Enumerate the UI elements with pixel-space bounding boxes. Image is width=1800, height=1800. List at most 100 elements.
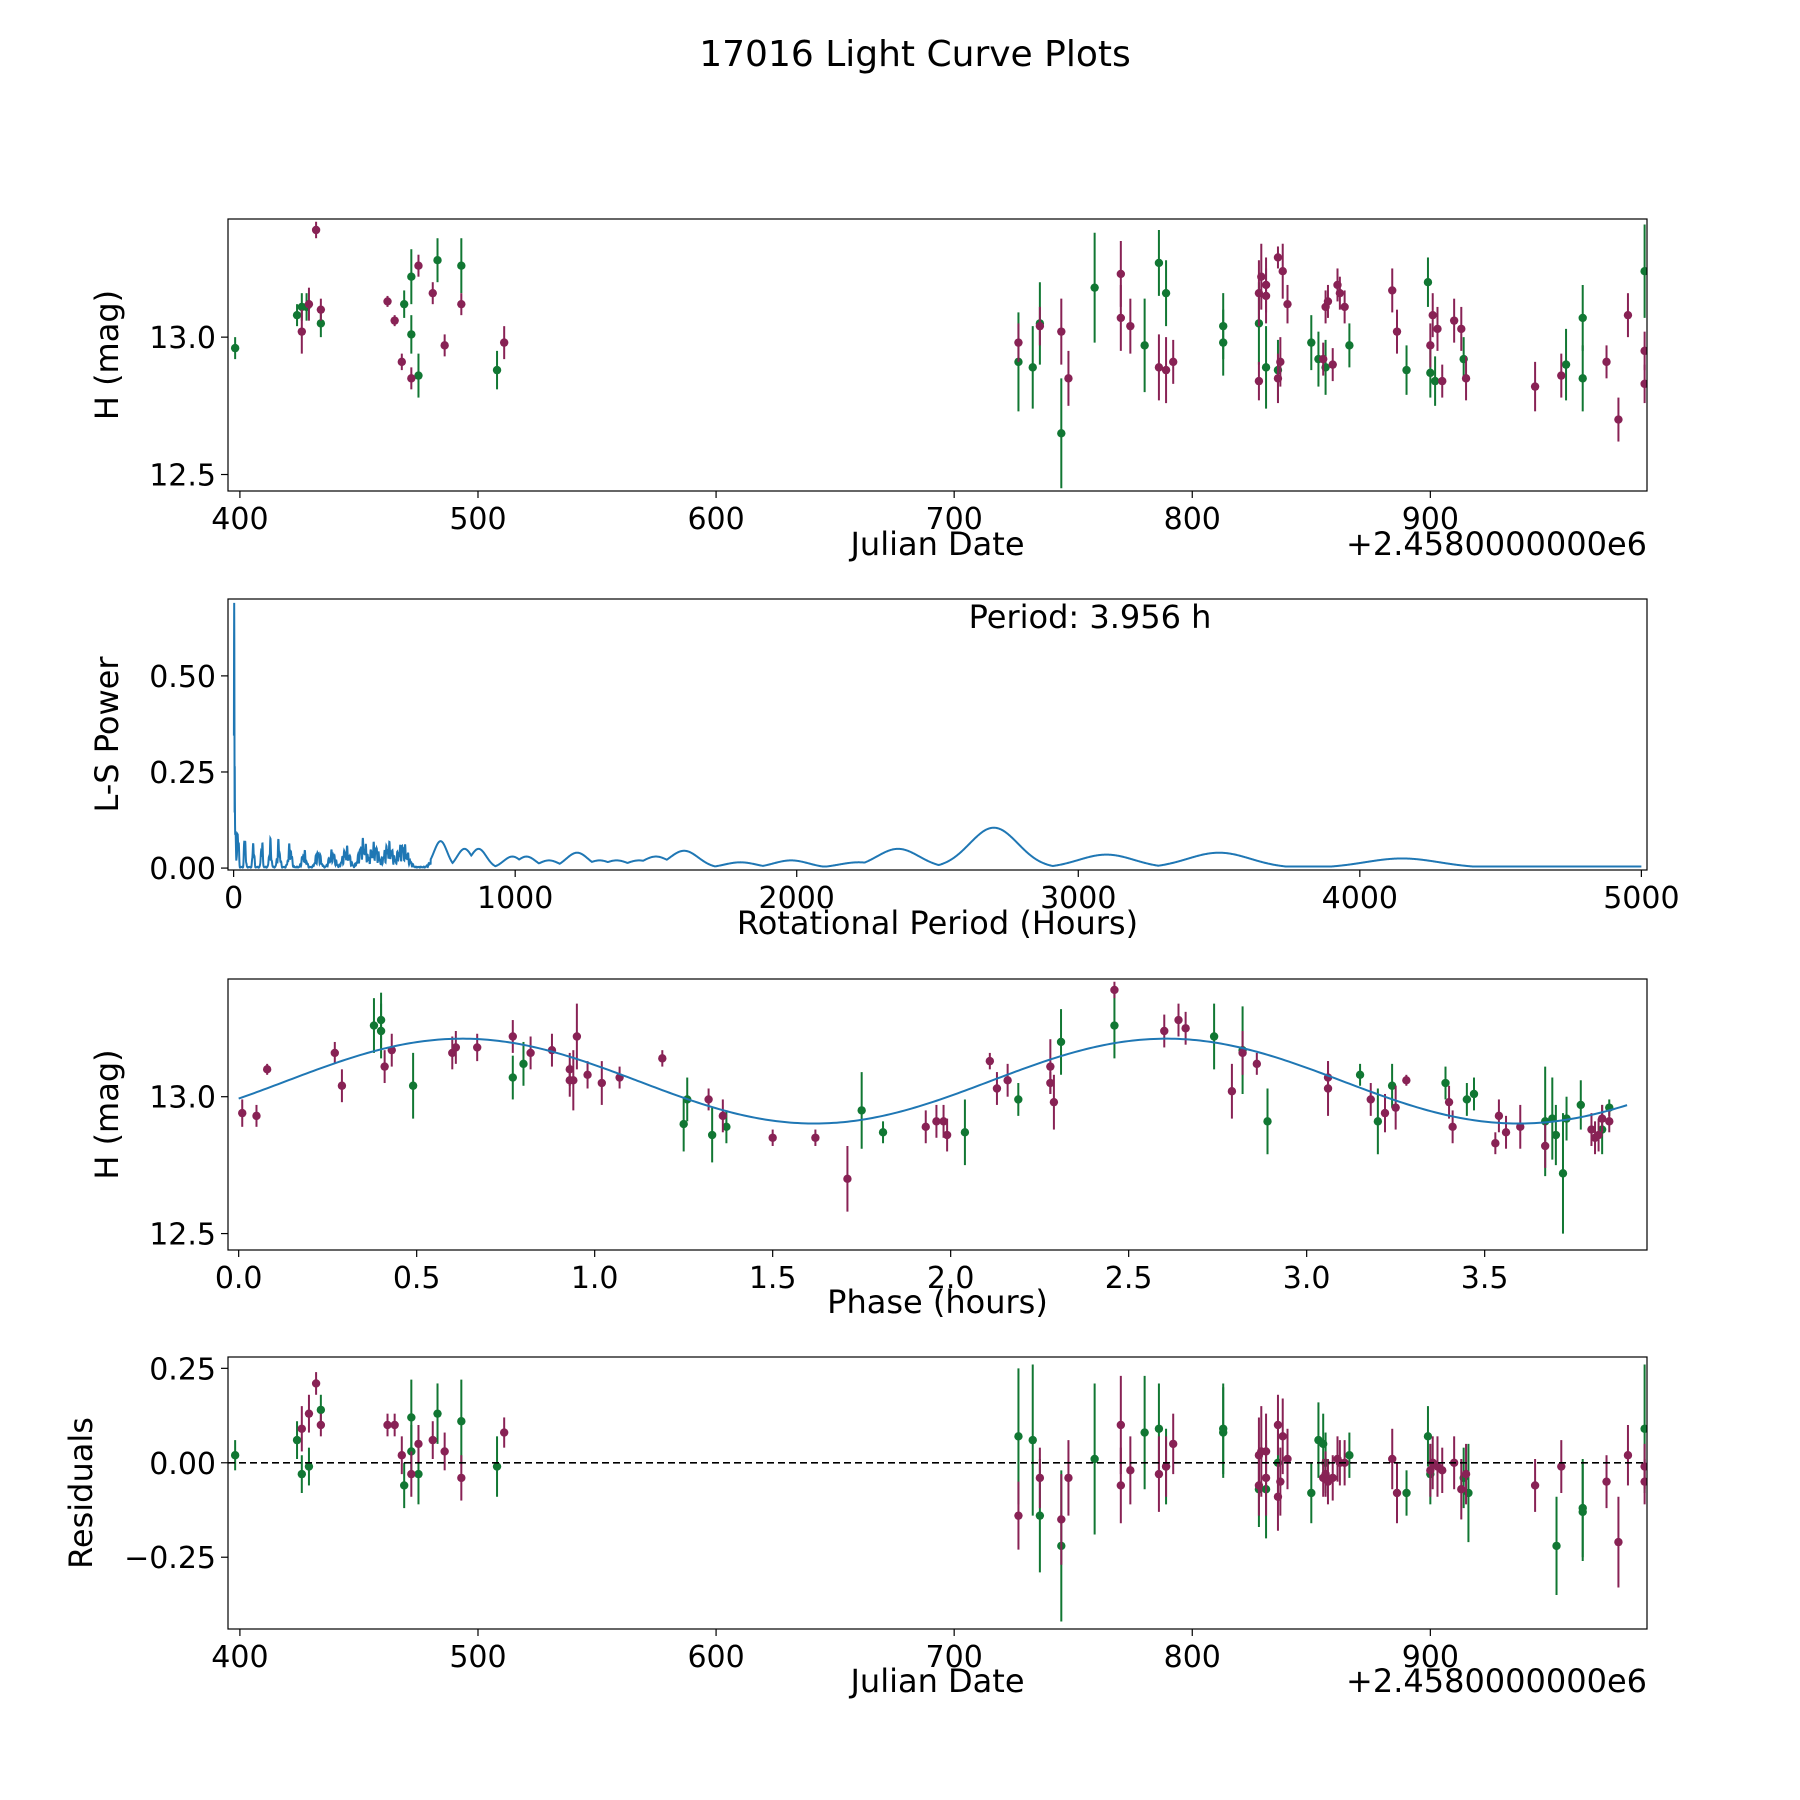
- data-point: [1160, 1026, 1169, 1036]
- data-point: [1461, 1469, 1471, 1479]
- x-tick-label: 600: [687, 502, 744, 537]
- data-point: [1252, 1059, 1262, 1069]
- data-point: [499, 1428, 509, 1437]
- data-point: [1561, 360, 1571, 369]
- data-point: [1161, 288, 1171, 298]
- data-point: [1090, 1454, 1099, 1464]
- y-tick-label: 0.25: [149, 1352, 216, 1387]
- data-point: [1640, 267, 1647, 276]
- data-point: [1388, 286, 1397, 295]
- x-tick-label: 500: [449, 502, 506, 537]
- data-point: [407, 1469, 416, 1479]
- data-point: [1064, 374, 1073, 383]
- x-tick-label: 900: [1402, 1640, 1459, 1675]
- plot-frame: [227, 1356, 1648, 1630]
- data-point: [1428, 310, 1437, 320]
- y-tick-label: −0.25: [124, 1541, 216, 1576]
- data-point: [679, 1119, 688, 1129]
- data-point: [230, 343, 240, 353]
- x-tick-label: 400: [211, 502, 268, 537]
- data-point: [1328, 1473, 1337, 1483]
- data-point: [414, 1439, 423, 1449]
- x-tick-label: 2.5: [1105, 1261, 1153, 1296]
- data-point: [1578, 374, 1587, 383]
- data-point: [718, 1111, 728, 1121]
- data-point: [1552, 1541, 1561, 1551]
- data-point: [304, 1462, 314, 1471]
- data-point: [1402, 365, 1411, 375]
- data-point: [1161, 1462, 1171, 1471]
- y-tick-label: 0.50: [149, 660, 216, 695]
- data-point: [407, 330, 416, 339]
- data-point: [1273, 374, 1283, 383]
- x-axis-label: Julian Date: [848, 525, 1024, 563]
- data-point: [1278, 1432, 1287, 1441]
- data-point: [1640, 1424, 1647, 1433]
- data-point: [433, 1409, 442, 1418]
- data-point: [1335, 288, 1345, 298]
- x-tick-label: 4000: [1322, 881, 1398, 916]
- plot-frame: [227, 978, 1648, 1251]
- data-point: [433, 256, 442, 265]
- data-point: [316, 1405, 326, 1415]
- data-point: [457, 299, 466, 309]
- data-point: [383, 297, 392, 306]
- data-point: [1154, 258, 1164, 268]
- data-point: [1090, 283, 1099, 292]
- data-point: [1576, 1100, 1585, 1110]
- data-point: [1116, 313, 1126, 323]
- data-point: [1003, 1076, 1012, 1085]
- data-point: [1387, 1081, 1397, 1090]
- data-point: [1640, 1462, 1647, 1471]
- x-tick-label: 3.0: [1283, 1261, 1331, 1296]
- data-point: [1461, 374, 1471, 383]
- data-point: [707, 1130, 717, 1140]
- data-layer: [228, 1364, 1647, 1622]
- data-point: [1602, 357, 1611, 367]
- data-point: [1457, 1485, 1466, 1494]
- series-green: [369, 992, 1614, 1234]
- data-point: [316, 319, 326, 328]
- data-point: [330, 1048, 339, 1058]
- data-point: [472, 1043, 482, 1052]
- data-point: [1064, 1473, 1073, 1483]
- y-tick-label: 0.00: [149, 1447, 216, 1482]
- data-point: [1449, 316, 1459, 325]
- data-point: [1126, 1466, 1135, 1475]
- data-point: [1540, 1141, 1550, 1151]
- data-point: [1116, 1420, 1126, 1430]
- data-point: [1323, 297, 1333, 306]
- data-point: [414, 261, 423, 270]
- x-tick-label: 3.5: [1461, 1261, 1509, 1296]
- data-point: [1035, 321, 1045, 331]
- data-point: [519, 1059, 528, 1069]
- data-point: [1049, 1097, 1059, 1107]
- data-point: [1035, 1473, 1045, 1483]
- data-point: [407, 1413, 416, 1422]
- data-point: [1261, 291, 1271, 301]
- x-tick-label: 500: [449, 1640, 506, 1675]
- data-point: [1110, 985, 1119, 995]
- data-point: [1014, 1432, 1023, 1441]
- data-point: [811, 1133, 820, 1142]
- data-point: [399, 1481, 409, 1490]
- data-point: [1614, 415, 1623, 424]
- data-point: [1307, 338, 1316, 347]
- data-point: [311, 1379, 321, 1388]
- data-point: [1623, 1451, 1633, 1460]
- data-point: [1423, 277, 1433, 287]
- data-point: [428, 1435, 437, 1445]
- light-curve-panel: 400 500 600 700 800 900 12.5 13.0 Julian Date H (…: [88, 218, 1648, 563]
- data-point: [1238, 1048, 1247, 1058]
- data-point: [369, 1021, 379, 1030]
- data-point: [1254, 376, 1264, 386]
- data-point: [1457, 324, 1466, 334]
- data-point: [1340, 302, 1349, 312]
- y-tick-label: 12.5: [149, 1218, 216, 1253]
- y-tick-label: 0.00: [149, 852, 216, 887]
- data-point: [1219, 321, 1228, 331]
- data-point: [857, 1106, 866, 1115]
- data-point: [1283, 299, 1292, 309]
- x-offset-label: +2.4580000000e6: [1346, 525, 1647, 563]
- data-point: [414, 371, 423, 380]
